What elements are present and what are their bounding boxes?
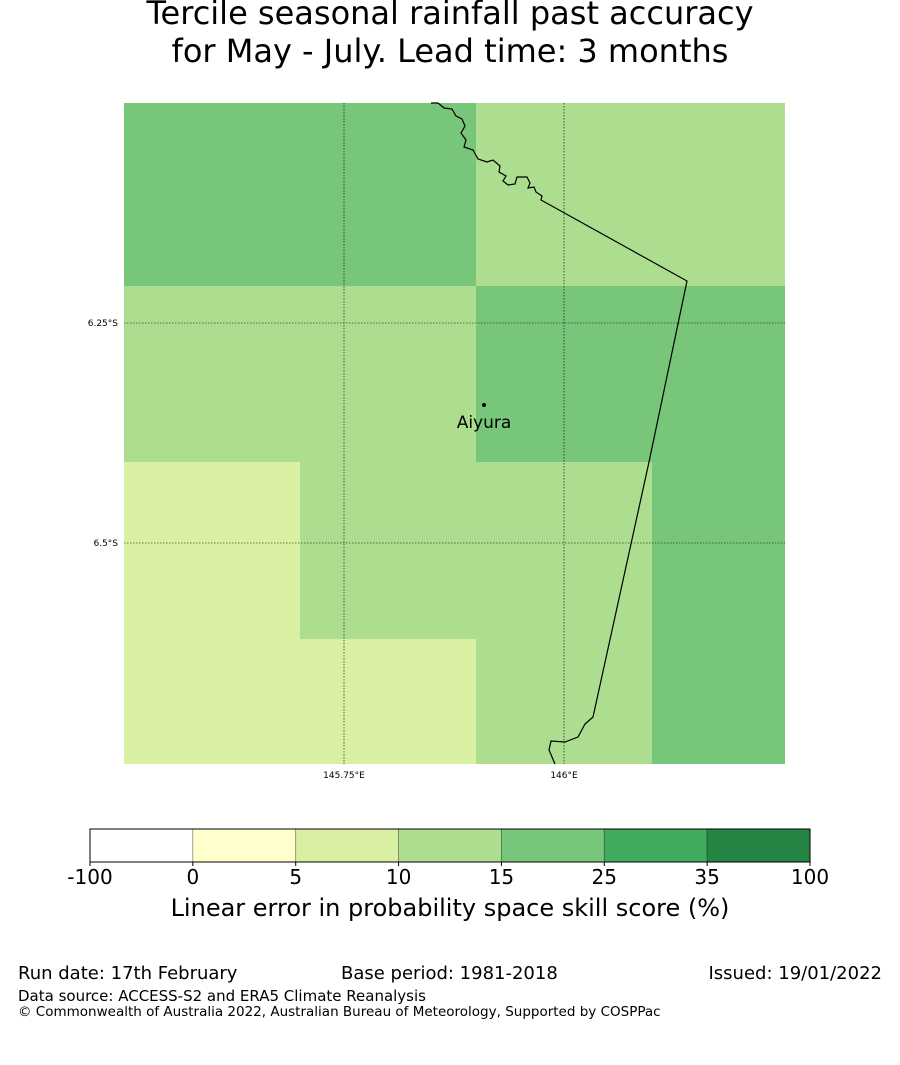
data-source: Data source: ACCESS-S2 and ERA5 Climate … bbox=[18, 987, 426, 1005]
map-figure: Aiyura 6.25°S 6.5°S 145.75°E 146°E -100 0… bbox=[67, 102, 829, 922]
skill-grid bbox=[124, 103, 785, 764]
colorbar-swatch-4 bbox=[501, 828, 605, 863]
colorbar-ticks: -100 0 5 10 15 25 35 100 bbox=[67, 862, 829, 889]
colorbar-tick-label-5: 25 bbox=[592, 865, 617, 889]
run-date: Run date: 17th February bbox=[18, 963, 238, 984]
lon-label-145-75: 145.75°E bbox=[323, 771, 365, 781]
colorbar-tick-label-0: -100 bbox=[67, 865, 112, 889]
colorbar-swatch-3 bbox=[398, 828, 502, 863]
colorbar-tick-label-3: 10 bbox=[386, 865, 411, 889]
colorbar-swatch-6 bbox=[706, 828, 811, 863]
grid-cell-r0-c0 bbox=[124, 103, 300, 286]
lon-label-146: 146°E bbox=[550, 771, 578, 781]
grid-cell-r2-c1 bbox=[300, 462, 476, 639]
grid-cell-r0-c3 bbox=[652, 103, 785, 286]
title-line-2: for May - July. Lead time: 3 months bbox=[171, 32, 729, 70]
colorbar-label: Linear error in probability space skill … bbox=[171, 894, 730, 922]
colorbar-swatch-0 bbox=[89, 828, 194, 863]
colorbar-tick-label-1: 0 bbox=[186, 865, 199, 889]
grid-cell-r2-c3 bbox=[652, 462, 785, 639]
colorbar-swatch-2 bbox=[295, 828, 399, 863]
colorbar-tick-label-4: 15 bbox=[489, 865, 514, 889]
copyright-notice: © Commonwealth of Australia 2022, Austra… bbox=[18, 1004, 661, 1020]
colorbar-tick-label-2: 5 bbox=[289, 865, 302, 889]
grid-cell-r1-c3 bbox=[652, 286, 785, 462]
colorbar bbox=[89, 828, 811, 863]
graticule bbox=[124, 103, 785, 764]
grid-cell-r2-c0 bbox=[124, 462, 300, 639]
colorbar-tick-label-6: 35 bbox=[694, 865, 719, 889]
colorbar-frame bbox=[89, 828, 811, 863]
grid-cell-r3-c1 bbox=[300, 639, 476, 764]
aiyura-label: Aiyura bbox=[457, 413, 512, 433]
grid-cell-r0-c1 bbox=[300, 103, 476, 286]
colorbar-tick-label-7: 100 bbox=[791, 865, 829, 889]
grid-cell-r1-c1 bbox=[300, 286, 476, 462]
issued-date: Issued: 19/01/2022 bbox=[708, 963, 882, 984]
grid-cell-r3-c0 bbox=[124, 639, 300, 764]
base-period: Base period: 1981-2018 bbox=[341, 963, 558, 984]
aiyura-marker bbox=[482, 403, 486, 407]
coastline-boundary bbox=[431, 102, 688, 765]
chart-title: Tercile seasonal rainfall past accuracy … bbox=[0, 0, 900, 70]
colorbar-swatch-1 bbox=[192, 828, 297, 863]
grid-cell-r3-c3 bbox=[652, 639, 785, 764]
colorbar-swatch-5 bbox=[603, 828, 708, 863]
grid-cell-r1-c0 bbox=[124, 286, 300, 462]
lat-label-6-5: 6.5°S bbox=[93, 539, 118, 549]
title-line-1: Tercile seasonal rainfall past accuracy bbox=[146, 0, 754, 32]
lat-label-6-25: 6.25°S bbox=[88, 319, 119, 329]
